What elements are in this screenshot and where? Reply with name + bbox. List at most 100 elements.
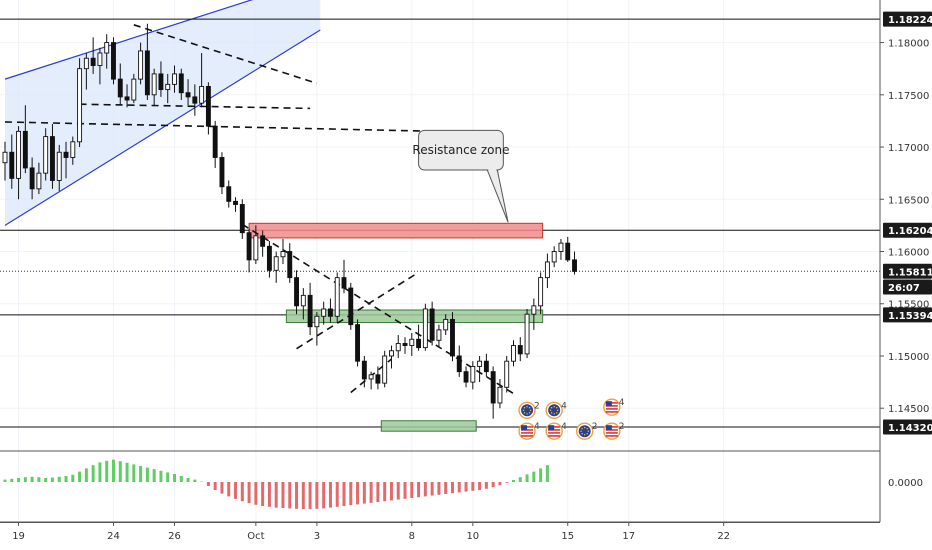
candle bbox=[104, 34, 110, 69]
us-event-icon[interactable]: 4 bbox=[518, 422, 540, 440]
candle-body-bear bbox=[212, 125, 218, 158]
candle bbox=[22, 105, 28, 174]
candle-body-bear bbox=[463, 371, 469, 383]
candle bbox=[531, 298, 537, 330]
eu-star bbox=[528, 407, 531, 409]
candle-body-bear bbox=[239, 204, 245, 234]
callout-box[interactable] bbox=[418, 129, 504, 171]
osc-bar-positive bbox=[71, 474, 75, 482]
candle-body-bear bbox=[266, 245, 272, 271]
candle-body-bull bbox=[477, 360, 483, 367]
candle bbox=[192, 84, 198, 116]
candle-body-bull bbox=[43, 136, 49, 174]
price-tag bbox=[883, 307, 932, 323]
candle bbox=[287, 243, 293, 283]
osc-bar-positive bbox=[10, 478, 14, 482]
osc-bar-positive bbox=[525, 474, 529, 482]
support-zone[interactable] bbox=[380, 420, 477, 432]
channel-upper-line[interactable] bbox=[4, 0, 320, 80]
candle bbox=[389, 345, 394, 369]
eu-star bbox=[581, 433, 583, 435]
osc-bar-negative bbox=[505, 482, 509, 483]
osc-bar-negative bbox=[417, 482, 421, 498]
eu-event-icon[interactable]: 4 bbox=[545, 401, 567, 420]
price-tick-label: 1.17500 bbox=[888, 91, 929, 102]
us-event-icon[interactable]: 2 bbox=[603, 422, 625, 440]
candle bbox=[314, 312, 320, 346]
candle-body-bear bbox=[416, 338, 422, 349]
dashed-trendline[interactable] bbox=[79, 103, 311, 110]
osc-bar-positive bbox=[37, 477, 41, 482]
osc-bar-positive bbox=[532, 471, 536, 482]
candle-body-bear bbox=[307, 294, 313, 328]
osc-bar-positive bbox=[193, 479, 197, 482]
event-count: 4 bbox=[534, 422, 540, 432]
candle-body-bull bbox=[443, 318, 449, 331]
osc-bar-negative bbox=[396, 482, 400, 500]
candle bbox=[307, 282, 313, 336]
candle-body-bull bbox=[409, 338, 415, 346]
candle bbox=[538, 272, 544, 315]
events-layer: 2 4 4 4 4 2 2 bbox=[518, 398, 625, 440]
eu-event-icon[interactable]: 2 bbox=[518, 401, 540, 420]
candle-body-bear bbox=[158, 73, 164, 91]
candle bbox=[260, 230, 266, 257]
candle bbox=[205, 82, 211, 135]
channel-lower-line[interactable] bbox=[4, 29, 321, 226]
price-tag bbox=[883, 263, 932, 279]
candle bbox=[246, 228, 252, 273]
candle bbox=[524, 308, 530, 359]
osc-bar-negative bbox=[335, 482, 339, 507]
candle-body-bear bbox=[233, 200, 238, 205]
eu-star bbox=[550, 412, 553, 414]
us-stripe bbox=[521, 432, 534, 434]
candle-body-bull bbox=[70, 141, 76, 158]
price-tag-label: 1.15811 bbox=[888, 267, 932, 278]
candle bbox=[43, 128, 49, 181]
us-canton bbox=[521, 425, 528, 431]
candle bbox=[327, 298, 333, 323]
osc-bar-negative bbox=[437, 482, 441, 495]
osc-bar-positive bbox=[173, 474, 176, 482]
resistance-zone[interactable] bbox=[248, 222, 544, 239]
us-event-icon[interactable]: 4 bbox=[545, 422, 567, 440]
candle-body-bull bbox=[504, 360, 510, 388]
candle bbox=[144, 23, 150, 101]
candle-body-bull bbox=[165, 83, 171, 91]
candle bbox=[185, 79, 191, 106]
osc-bar-positive bbox=[518, 477, 522, 482]
osc-bar-negative bbox=[288, 482, 292, 509]
eu-event-icon[interactable]: 2 bbox=[575, 422, 598, 440]
osc-bar-positive bbox=[78, 471, 82, 482]
candle-body-bull bbox=[16, 130, 22, 179]
oscillator-layer bbox=[0, 459, 880, 523]
eu-star bbox=[581, 427, 583, 430]
osc-bar-negative bbox=[234, 482, 238, 499]
candle-body-bull bbox=[544, 261, 550, 279]
eu-star bbox=[586, 433, 588, 435]
osc-bar-negative bbox=[471, 482, 475, 491]
candle bbox=[2, 141, 8, 181]
us-event-icon[interactable]: 4 bbox=[603, 398, 625, 416]
candle bbox=[470, 361, 476, 390]
candle bbox=[16, 126, 22, 200]
candle bbox=[29, 157, 35, 200]
candle bbox=[361, 355, 367, 388]
candle bbox=[212, 120, 218, 168]
candle-body-bull bbox=[36, 172, 42, 190]
candle-body-bull bbox=[334, 277, 340, 317]
candle bbox=[544, 253, 550, 289]
osc-bar-negative bbox=[383, 482, 387, 502]
candle bbox=[266, 241, 272, 278]
eu-star bbox=[556, 412, 558, 414]
candle bbox=[483, 353, 489, 377]
candle-body-bear bbox=[29, 167, 35, 190]
channel-fill bbox=[5, 0, 321, 226]
candle-body-bull bbox=[131, 78, 137, 101]
candle-body-bear bbox=[361, 360, 367, 380]
dashed-trendline[interactable] bbox=[133, 24, 318, 85]
event-count: 4 bbox=[561, 422, 567, 432]
candle bbox=[490, 366, 496, 419]
osc-bar-negative bbox=[308, 482, 312, 510]
